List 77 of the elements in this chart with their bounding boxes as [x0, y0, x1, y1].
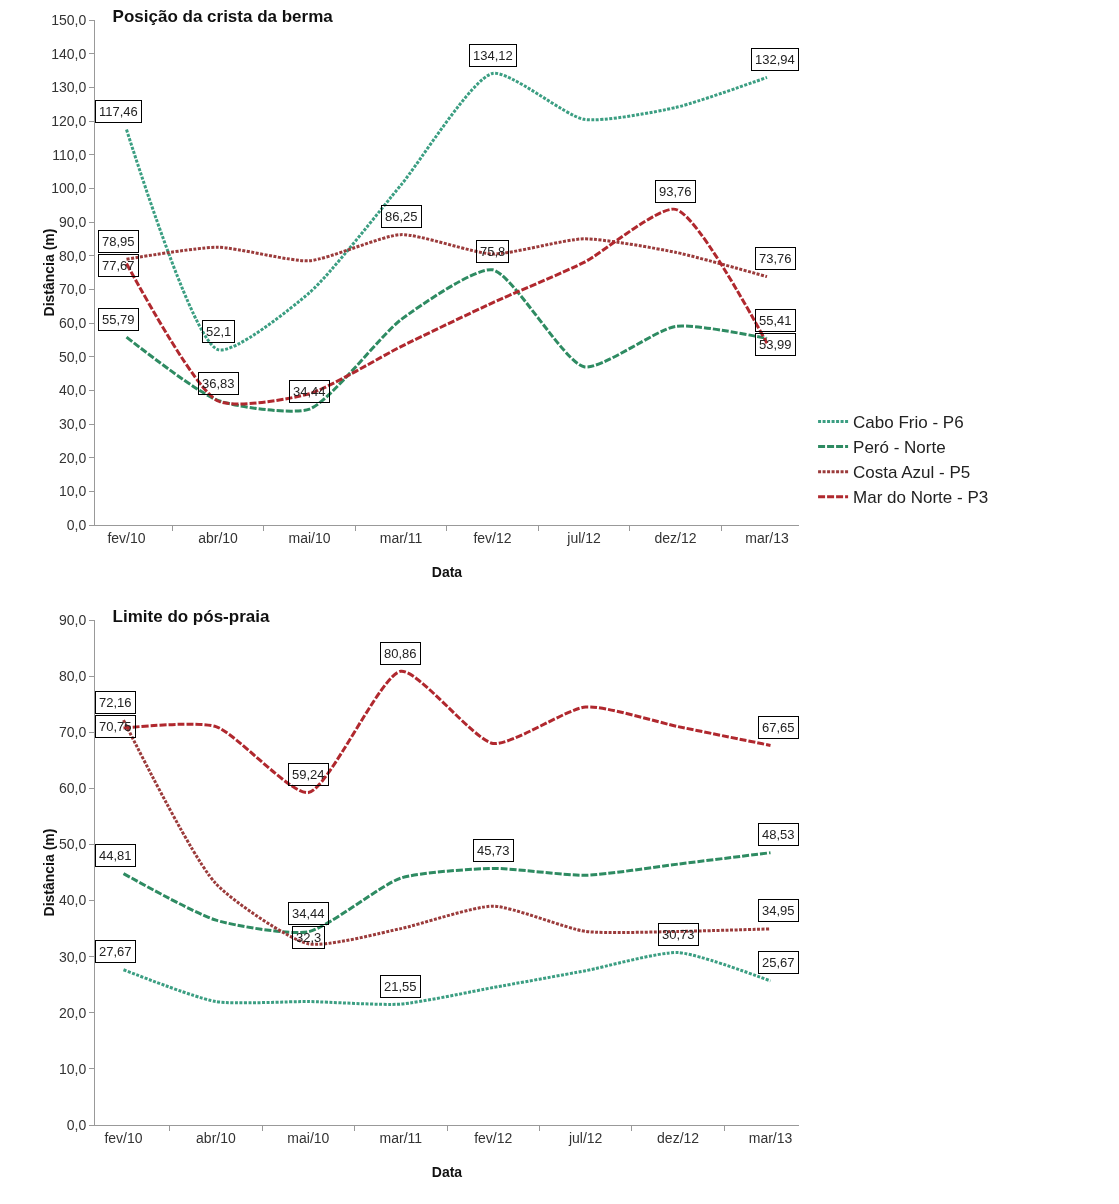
y-tick-label: 70,0 — [58, 281, 87, 298]
data-label: 48,53 — [762, 827, 795, 842]
y-tick-label: 90,0 — [58, 213, 87, 230]
x-tick-label: mar/13 — [745, 529, 789, 546]
y-tick-label: 20,0 — [58, 449, 87, 466]
data-label: 32,3 — [296, 930, 322, 945]
y-tick-label: 0,0 — [66, 516, 87, 533]
x-tick-label: fev/10 — [107, 529, 146, 546]
y-tick-label: 30,0 — [58, 415, 87, 432]
data-label: 25,67 — [762, 955, 795, 970]
data-label: 78,95 — [102, 234, 135, 249]
x-tick-label: dez/12 — [657, 1129, 700, 1146]
x-tick-label: fev/12 — [474, 1129, 513, 1146]
data-label: 36,83 — [202, 376, 235, 391]
y-tick-label: 120,0 — [51, 112, 87, 129]
data-label: 34,95 — [762, 903, 795, 918]
y-tick-label: 10,0 — [58, 483, 87, 500]
data-label: 55,79 — [102, 312, 135, 327]
x-axis-title: Data — [431, 1164, 463, 1180]
data-label: 52,1 — [206, 324, 232, 339]
data-label: 30,73 — [662, 927, 695, 942]
y-tick-label: 10,0 — [58, 1060, 87, 1077]
data-label: 55,41 — [759, 313, 792, 328]
chart-title: Posição da crista da berma — [112, 6, 334, 26]
data-label: 86,25 — [385, 209, 418, 224]
x-tick-label: mai/10 — [288, 529, 331, 546]
y-tick-label: 80,0 — [58, 247, 87, 264]
x-axis-title: Data — [431, 564, 463, 580]
data-label: 73,76 — [759, 251, 792, 266]
y-tick-label: 50,0 — [58, 348, 87, 365]
data-label: 134,12 — [473, 48, 513, 63]
y-tick-label: 110,0 — [52, 146, 87, 163]
data-label: 117,46 — [99, 104, 138, 119]
data-label: 93,76 — [659, 184, 692, 199]
y-tick-label: 40,0 — [58, 382, 87, 399]
legend-label: Peró - Norte — [853, 438, 946, 458]
x-tick-label: mai/10 — [287, 1129, 330, 1146]
y-tick-label: 80,0 — [58, 668, 87, 685]
data-label: 59,24 — [292, 767, 325, 782]
data-label: 44,81 — [99, 848, 132, 863]
y-tick-label: 150,0 — [51, 11, 87, 28]
legend-label: Cabo Frio - P6 — [853, 413, 964, 433]
x-tick-label: mar/11 — [379, 1129, 423, 1146]
data-label: 27,67 — [99, 944, 132, 959]
data-label: 21,55 — [384, 979, 417, 994]
y-axis-title: Distância (m) — [40, 828, 57, 917]
data-label: 34,44 — [292, 906, 325, 921]
x-tick-label: jul/12 — [567, 1129, 603, 1146]
y-tick-label: 90,0 — [58, 611, 87, 628]
legend-label: Costa Azul - P5 — [853, 463, 971, 483]
y-axis-title: Distância (m) — [40, 228, 57, 317]
y-tick-label: 20,0 — [58, 1004, 87, 1021]
x-tick-label: abr/10 — [198, 529, 239, 546]
x-tick-label: mar/11 — [379, 529, 423, 546]
data-label: 80,86 — [384, 646, 417, 661]
y-tick-label: 70,0 — [58, 724, 87, 741]
x-tick-label: jul/12 — [566, 529, 601, 546]
y-tick-label: 130,0 — [51, 79, 87, 96]
x-tick-label: mar/13 — [748, 1129, 793, 1146]
y-tick-label: 60,0 — [58, 780, 87, 797]
data-label: 67,65 — [762, 720, 795, 735]
y-tick-label: 140,0 — [51, 45, 87, 62]
x-tick-label: fev/12 — [473, 529, 512, 546]
x-tick-label: abr/10 — [196, 1129, 236, 1146]
x-tick-label: fev/10 — [104, 1129, 143, 1146]
y-tick-label: 50,0 — [58, 836, 87, 853]
data-label: 132,94 — [755, 52, 795, 67]
y-tick-label: 30,0 — [58, 948, 87, 965]
legend-label: Mar do Norte - P3 — [853, 488, 989, 508]
y-tick-label: 0,0 — [66, 1116, 87, 1133]
y-tick-label: 100,0 — [51, 180, 87, 197]
data-label: 72,16 — [99, 695, 132, 710]
data-label: 45,73 — [477, 843, 510, 858]
y-tick-label: 60,0 — [58, 314, 87, 331]
chart-title: Limite do pós-praia — [112, 606, 270, 626]
x-tick-label: dez/12 — [654, 529, 697, 546]
y-tick-label: 40,0 — [58, 892, 87, 909]
